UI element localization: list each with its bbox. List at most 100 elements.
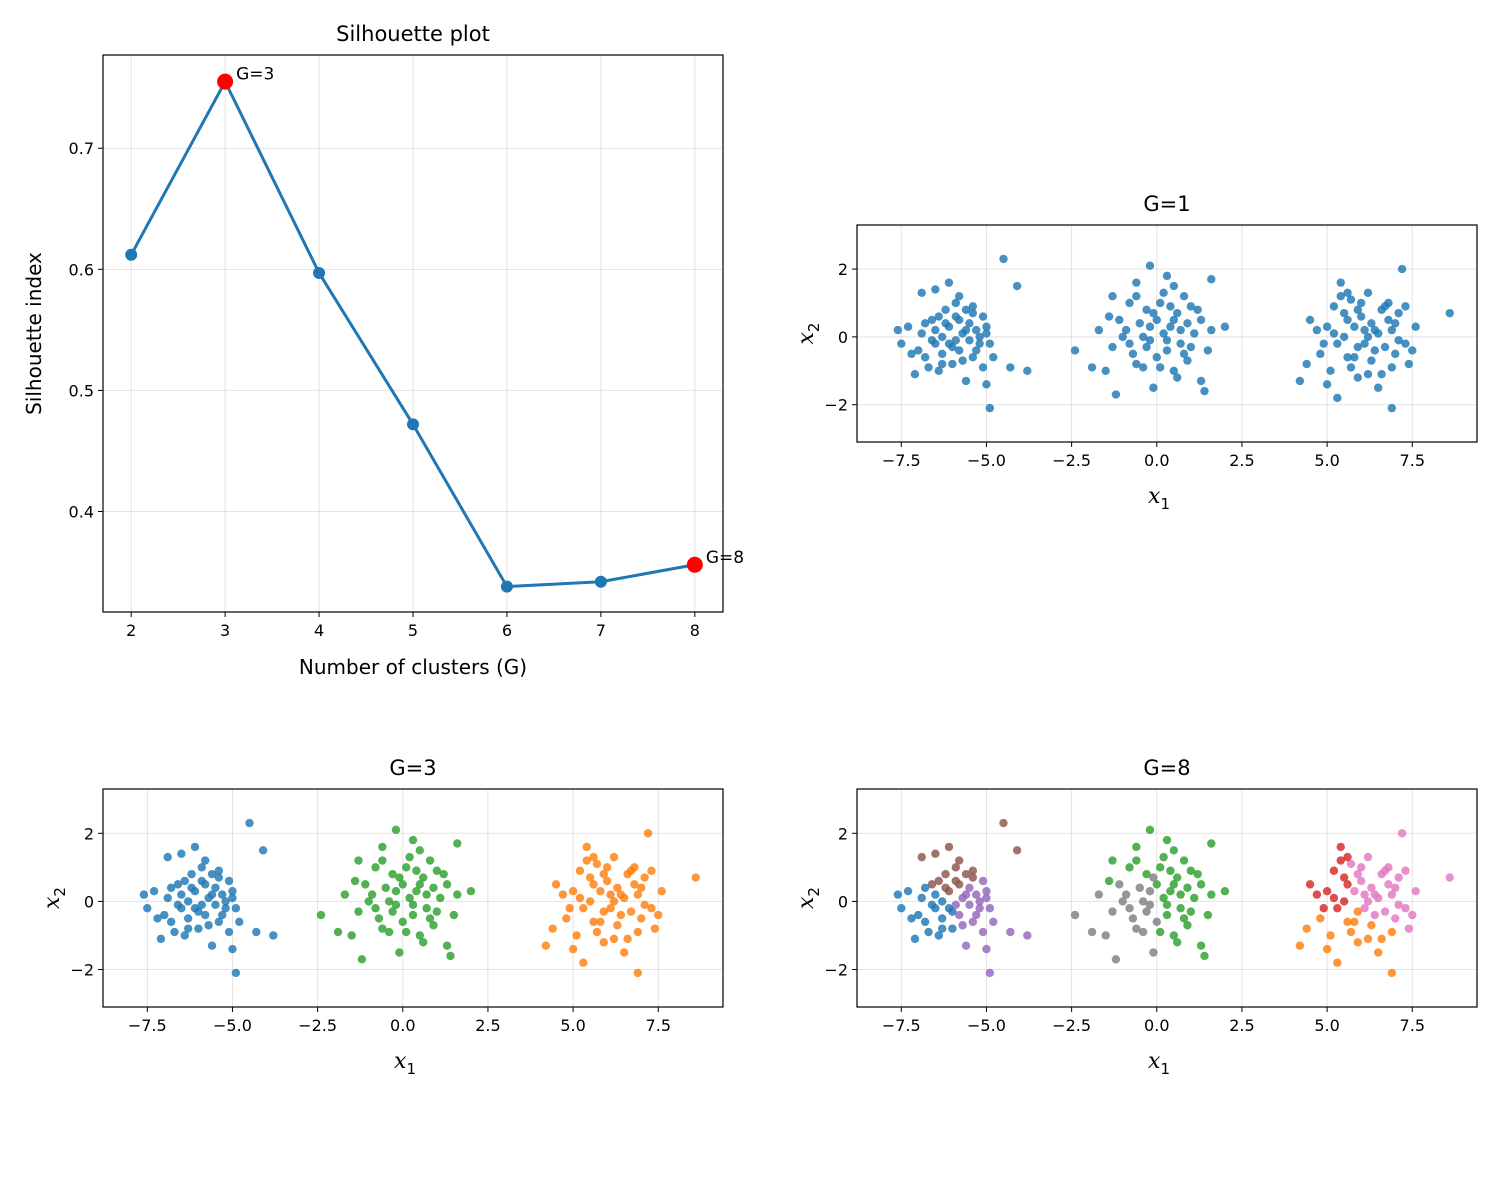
scatter-point bbox=[968, 917, 978, 927]
scatter-point bbox=[1356, 876, 1366, 886]
scatter-point bbox=[269, 931, 278, 940]
scatter-point bbox=[401, 927, 411, 937]
scatter-point bbox=[643, 829, 653, 838]
scatter-point bbox=[968, 866, 978, 875]
scatter-point bbox=[384, 927, 394, 937]
scatter-point bbox=[1322, 322, 1332, 331]
scatter-point bbox=[1169, 281, 1179, 291]
scatter-point bbox=[231, 968, 241, 978]
y-tick-label: 0 bbox=[84, 892, 94, 911]
scatter-point bbox=[599, 938, 608, 947]
scatter-point bbox=[187, 883, 196, 892]
scatter-point bbox=[1111, 955, 1121, 964]
scatter-point bbox=[982, 944, 991, 954]
scatter-point bbox=[197, 863, 206, 872]
scatter-point bbox=[1336, 856, 1345, 865]
scatter-point bbox=[453, 839, 462, 848]
scatter-point bbox=[1104, 312, 1114, 321]
scatter-point bbox=[1326, 931, 1335, 940]
scatter-point bbox=[1138, 927, 1148, 937]
scatter-point bbox=[412, 886, 421, 896]
scatter-point bbox=[575, 866, 585, 875]
scatter-point bbox=[1394, 873, 1403, 882]
scatter-point bbox=[1302, 924, 1311, 933]
scatter-point bbox=[1155, 863, 1165, 872]
scatter-point bbox=[592, 859, 602, 869]
scatter-point bbox=[1186, 907, 1196, 916]
scatter-point bbox=[924, 927, 933, 937]
scatter-point bbox=[1142, 342, 1151, 352]
scatter-point bbox=[1023, 366, 1032, 375]
scatter-point bbox=[1111, 390, 1121, 399]
scatter-point bbox=[1363, 369, 1373, 379]
scatter-point bbox=[1401, 302, 1410, 311]
scatter-point bbox=[1125, 339, 1134, 348]
scatter-point bbox=[951, 312, 960, 321]
scatter-point bbox=[968, 302, 978, 311]
scatter-point bbox=[951, 900, 960, 910]
scatter-point bbox=[965, 883, 974, 892]
scatter-point bbox=[1329, 302, 1339, 311]
scatter-point bbox=[1155, 363, 1165, 372]
scatter-point bbox=[1391, 883, 1400, 892]
scatter-point bbox=[626, 907, 636, 916]
scatter-point bbox=[626, 866, 636, 875]
x-tick-label: 7.5 bbox=[646, 1016, 671, 1035]
x-axis: −7.5 −5.0 −2.5 0.0 2.5 5.0 7.5 bbox=[128, 1007, 671, 1035]
scatter-point bbox=[1220, 886, 1230, 896]
scatter-point bbox=[893, 890, 903, 899]
y-tick-label: −2 bbox=[824, 961, 848, 980]
scatter-point bbox=[1333, 958, 1342, 967]
scatter-point bbox=[613, 921, 622, 930]
x-tick-label: −7.5 bbox=[128, 1016, 167, 1035]
y-tick-label: 2 bbox=[84, 824, 94, 843]
scatter-point bbox=[937, 349, 947, 359]
scatter-point bbox=[214, 866, 224, 875]
scatter-point bbox=[211, 900, 220, 910]
scatter-point bbox=[1135, 319, 1144, 328]
scatter-point bbox=[1166, 866, 1175, 875]
x-axis-label: Number of clusters (G) bbox=[299, 655, 527, 679]
scatter-point bbox=[1149, 948, 1158, 957]
scatter-point bbox=[1363, 332, 1373, 342]
scatter-point bbox=[190, 904, 200, 913]
scatter-point bbox=[958, 329, 967, 338]
scatter-point bbox=[139, 890, 149, 899]
scatter-point bbox=[381, 883, 390, 892]
scatter-point bbox=[425, 856, 435, 865]
scatter-point bbox=[934, 366, 943, 375]
scatter-point bbox=[927, 880, 937, 889]
scatter-point bbox=[1360, 339, 1369, 348]
scatter-points bbox=[893, 254, 1454, 413]
scatter-point bbox=[941, 319, 950, 328]
scatter-point bbox=[398, 880, 407, 889]
scatter-point bbox=[910, 934, 920, 944]
scatter-point bbox=[1118, 332, 1127, 342]
scatter-plot-g1: −7.5 −5.0 −2.5 0.0 2.5 5.0 7.5 −2 0 2 G=1 x1 x2 bbox=[794, 192, 1478, 513]
x-tick-label: 2.5 bbox=[1229, 451, 1254, 470]
scatter-point bbox=[1380, 302, 1390, 311]
scatter-point bbox=[1149, 873, 1158, 882]
x-tick-label: 0.0 bbox=[390, 1016, 415, 1035]
scatter-point bbox=[1149, 383, 1158, 392]
scatter-point bbox=[1196, 941, 1206, 950]
scatter-point bbox=[931, 325, 940, 335]
scatter-point bbox=[599, 869, 608, 879]
x-tick-label: −7.5 bbox=[882, 451, 921, 470]
scatter-point bbox=[623, 934, 632, 944]
scatter-point bbox=[903, 322, 913, 331]
scatter-point bbox=[975, 904, 984, 913]
scatter-point bbox=[1316, 914, 1325, 923]
scatter-point bbox=[419, 938, 428, 947]
scatter-point bbox=[1132, 359, 1141, 369]
scatter-point bbox=[183, 924, 193, 933]
scatter-point bbox=[207, 869, 217, 879]
scatter-point bbox=[985, 339, 995, 348]
scatter-point bbox=[1391, 319, 1400, 328]
scatter-point bbox=[968, 308, 978, 318]
scatter-point bbox=[1207, 275, 1216, 284]
scatter-point bbox=[1176, 904, 1185, 913]
scatter-point bbox=[1128, 349, 1138, 359]
scatter-point bbox=[907, 349, 916, 359]
scatter-point bbox=[1305, 880, 1315, 889]
